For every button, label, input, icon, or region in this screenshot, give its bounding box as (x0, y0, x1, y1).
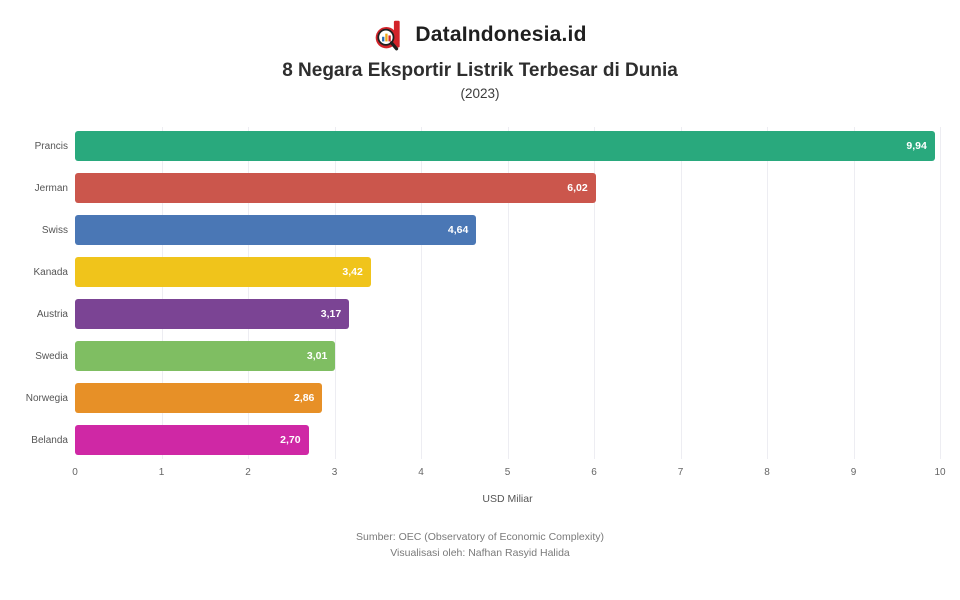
gridline (507, 127, 509, 459)
gridline (161, 127, 163, 459)
x-tick-label: 0 (72, 467, 78, 478)
bar-value-label: 3,01 (306, 350, 328, 362)
bar-rows: Prancis 9,94 Jerman 6,02 Swiss 4,64 Kanada 3,42… (26, 131, 940, 455)
category-label: Prancis (34, 140, 68, 152)
category-label: Kanada (33, 266, 68, 278)
bar-row: Prancis 9,94 (35, 131, 940, 161)
bar-row: Belanda 2,70 (31, 425, 940, 455)
x-tick-label: 3 (331, 467, 338, 478)
x-tick-label: 7 (677, 467, 684, 478)
chart: Prancis 9,94 Jerman 6,02 Swiss 4,64 Kanada 3,42… (0, 127, 960, 505)
bar: 3,17 (75, 299, 350, 329)
x-tick-label: 5 (504, 467, 511, 478)
x-axis: 0 1 2 3 4 5 6 7 8 9 10 (72, 467, 945, 481)
x-tick-label: 9 (850, 467, 857, 478)
x-tick-label: 6 (591, 467, 597, 478)
x-tick-label: 8 (764, 467, 770, 478)
bar-row: Austria 3,17 (37, 299, 940, 329)
bar-value-label: 6,02 (567, 182, 588, 194)
gridline (334, 127, 336, 459)
gridline (680, 127, 682, 459)
brand-header: DataIndonesia.id (0, 16, 960, 54)
category-label: Jerman (34, 182, 68, 194)
x-tick-label: 1 (158, 467, 165, 478)
bar-row: Swedia 3,01 (35, 341, 940, 371)
bar: 2,86 (75, 383, 323, 413)
chart-subtitle: (2023) (460, 86, 500, 101)
x-tick-label: 10 (934, 467, 946, 478)
gridline (421, 127, 422, 459)
bar: 4,64 (75, 215, 477, 245)
bar-value-label: 9,94 (906, 140, 927, 152)
bar: 3,01 (75, 341, 336, 371)
source-note: Sumber: OEC (Observatory of Economic Com… (356, 531, 604, 543)
bar-row: Swiss 4,64 (42, 215, 940, 245)
credit-note: Visualisasi oleh: Nafhan Rasyid Halida (390, 547, 570, 559)
bar: 9,94 (75, 131, 935, 161)
bar-value-label: 4,64 (447, 224, 469, 236)
bar-row: Norwegia 2,86 (26, 383, 940, 413)
bar-row: Kanada 3,42 (34, 257, 940, 287)
x-tick-label: 4 (418, 467, 424, 478)
gridline (767, 127, 768, 459)
bar-row: Jerman 6,02 (35, 173, 940, 203)
bar-value-label: 3,42 (342, 266, 363, 278)
category-label: Austria (36, 308, 68, 320)
gridline (940, 127, 941, 459)
category-label: Norwegia (25, 392, 68, 404)
x-tick-label: 2 (245, 467, 251, 478)
bar: 2,70 (75, 425, 309, 455)
bar: 6,02 (75, 173, 596, 203)
gridline (594, 127, 595, 459)
bar: 3,42 (75, 257, 371, 287)
bar-value-label: 3,17 (320, 308, 342, 320)
dataindonesia-logo-icon (376, 20, 401, 51)
category-label: Belanda (31, 434, 68, 446)
category-label: Swedia (35, 350, 68, 362)
bar-value-label: 2,86 (293, 392, 315, 404)
plot-area: Prancis 9,94 Jerman 6,02 Swiss 4,64 Kanada 3,42… (26, 127, 941, 459)
category-label: Swiss (41, 224, 68, 236)
chart-title: 8 Negara Eksportir Listrik Terbesar di D… (282, 60, 678, 81)
gridline (853, 127, 855, 459)
footer: Sumber: OEC (Observatory of Economic Com… (0, 529, 960, 561)
bar-value-label: 2,70 (280, 434, 301, 446)
brand-name: DataIndonesia.id (415, 23, 587, 46)
gridline (248, 127, 249, 459)
x-axis-label: USD Miliar (482, 493, 533, 505)
